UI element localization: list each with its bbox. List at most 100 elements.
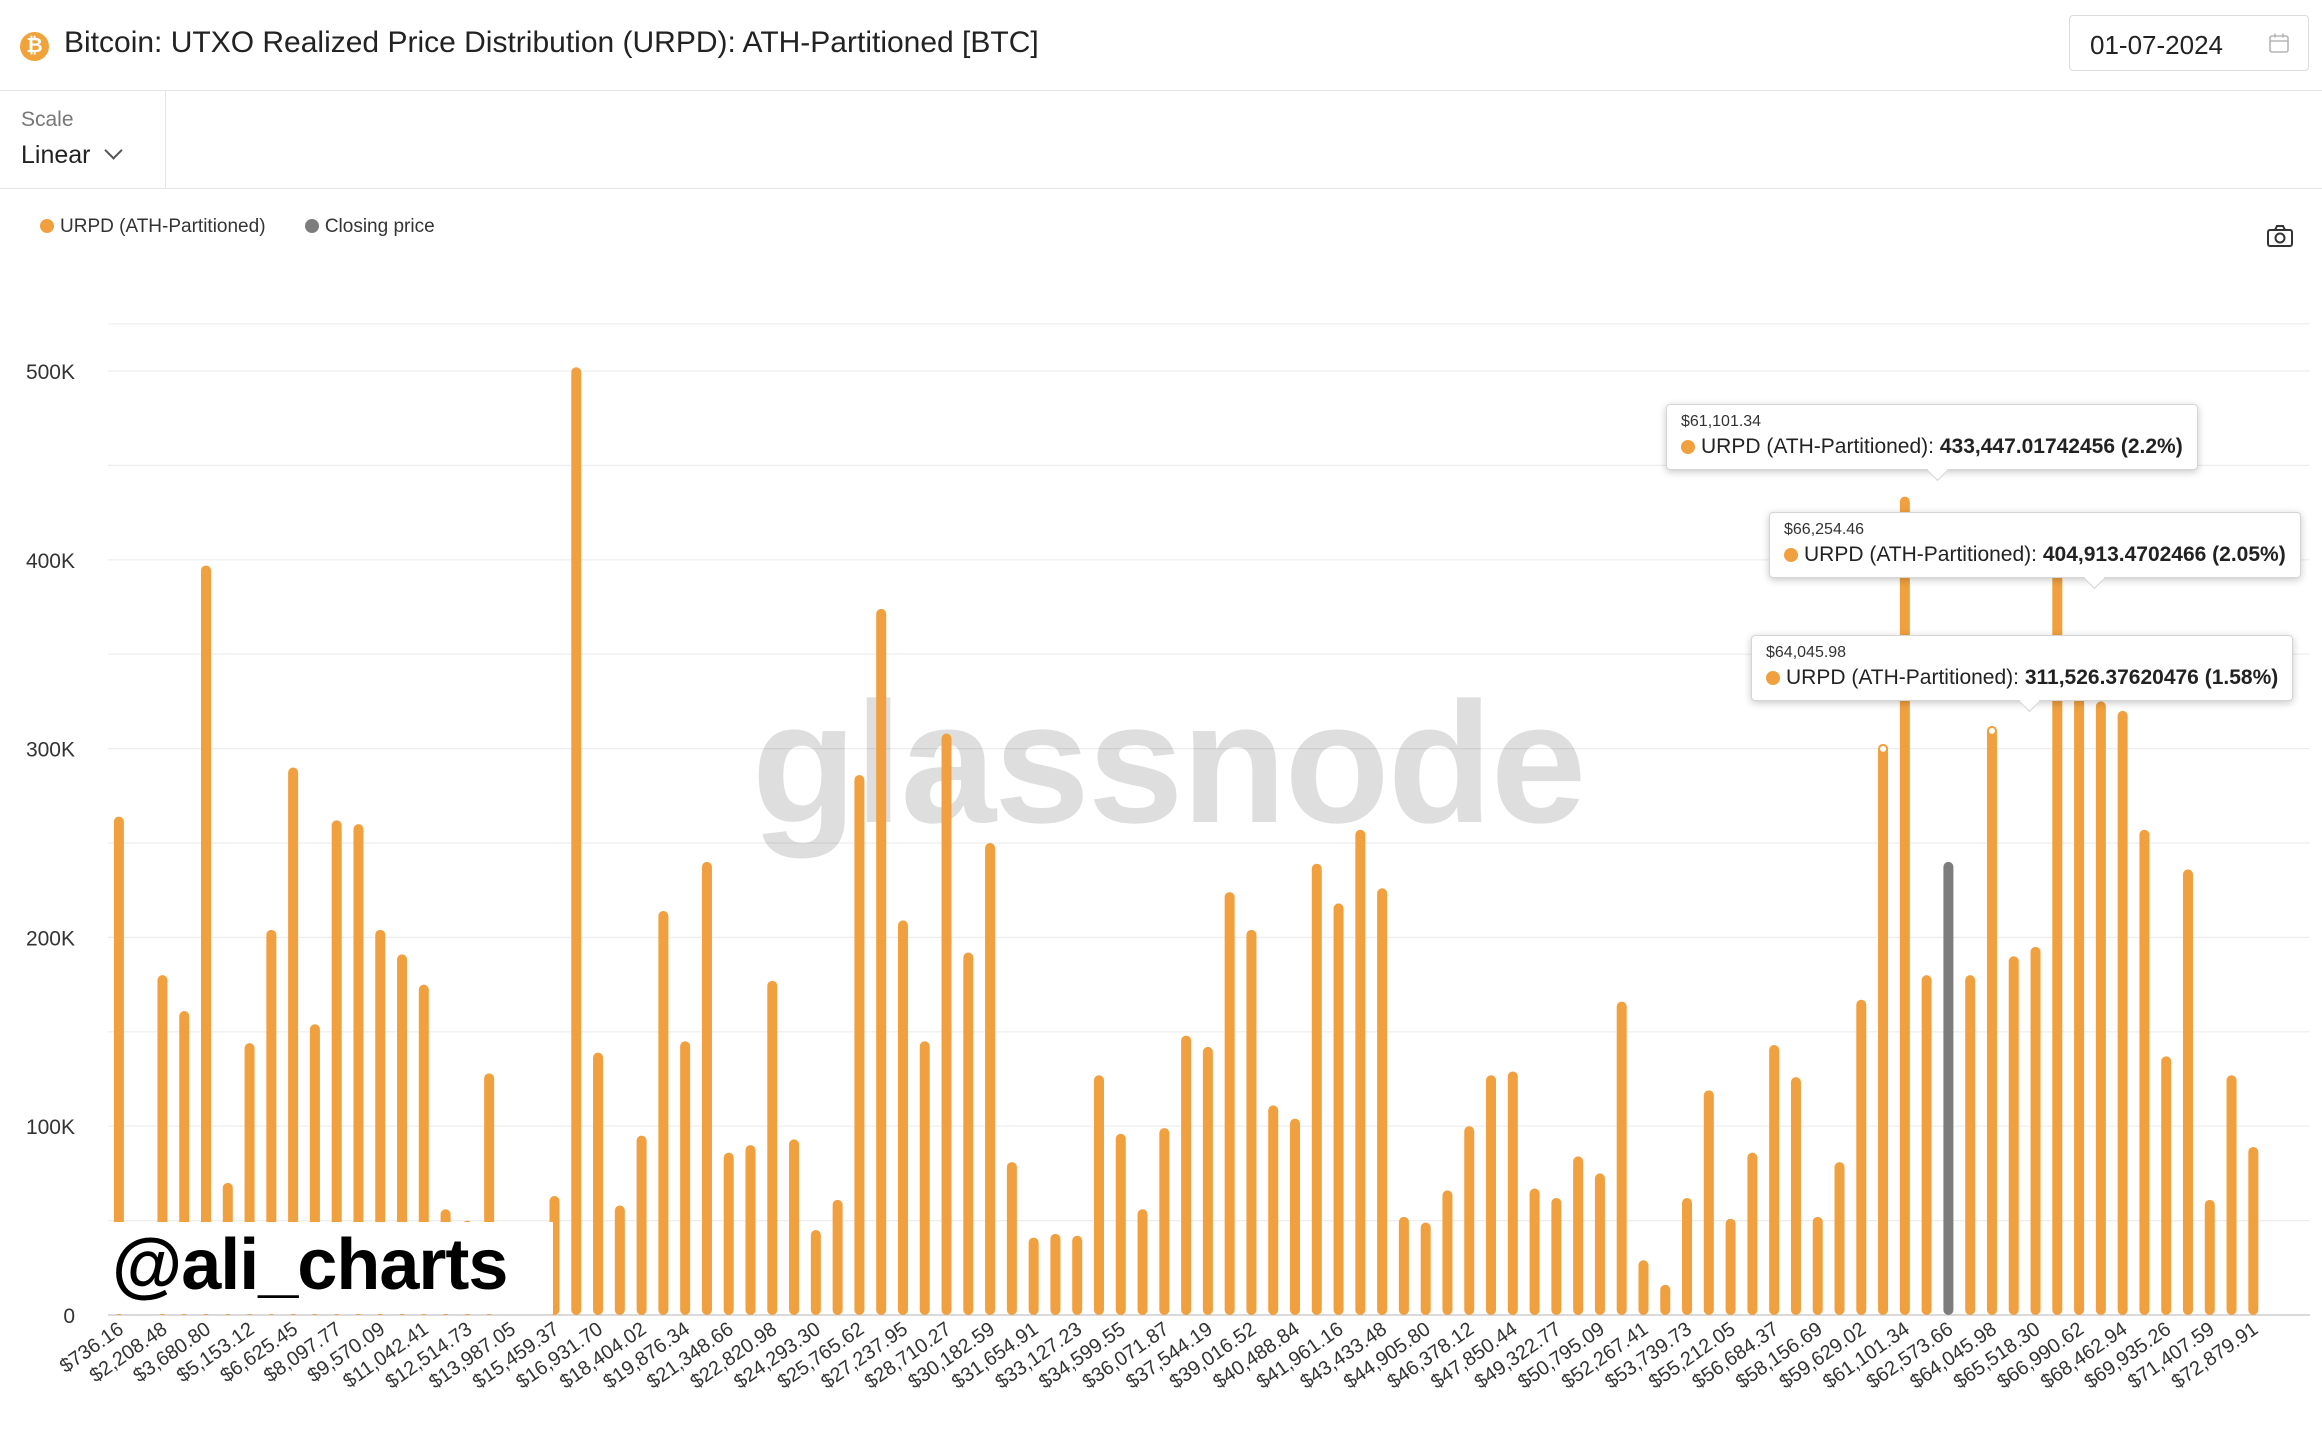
urpd-bar: [1747, 1152, 1758, 1315]
urpd-bar: [2074, 682, 2085, 1315]
urpd-bar: [1507, 1071, 1518, 1315]
legend-item-closing-price[interactable]: Closing price: [304, 216, 435, 238]
y-tick-label: 0: [63, 1305, 75, 1328]
urpd-bar: [1224, 892, 1235, 1315]
urpd-bar: [1072, 1235, 1083, 1315]
tooltip-price: $64,045.98: [1766, 644, 1847, 661]
urpd-bar: [1246, 929, 1257, 1315]
urpd-bar: [1682, 1197, 1693, 1315]
urpd-bar: [1486, 1075, 1497, 1315]
urpd-bar: [963, 952, 974, 1315]
urpd-bar: [1115, 1133, 1126, 1315]
tooltip-value: 404,913.4702466 (2.05%): [2042, 543, 2286, 566]
y-tick-label: 200K: [26, 927, 75, 950]
scale-value: Linear: [21, 141, 91, 169]
y-tick-label: 500K: [26, 361, 75, 384]
urpd-bar: [1965, 975, 1976, 1315]
legend-label-closing-price: Closing price: [324, 216, 435, 237]
urpd-bar: [1856, 999, 1867, 1315]
legend-item-urpd[interactable]: URPD (ATH-Partitioned): [40, 216, 266, 238]
urpd-bar: [1790, 1077, 1801, 1315]
urpd-bar: [1159, 1128, 1170, 1315]
urpd-bar: [1333, 903, 1344, 1315]
urpd-bar-chart: glassnode 0 100K 200K 300K 400K 500K $736.16$…: [26, 323, 2310, 1394]
tooltip-dot: [1766, 671, 1780, 685]
tooltip-dot: [1784, 548, 1798, 562]
tooltip-66254: $66,254.46 URPD (ATH-Partitioned): 404,9…: [1769, 512, 2301, 590]
urpd-bar: [767, 980, 778, 1315]
urpd-bar: [636, 1135, 647, 1315]
urpd-bar: [1573, 1156, 1584, 1315]
urpd-bar: [941, 733, 952, 1315]
urpd-bar: [1725, 1218, 1736, 1315]
urpd-bar: [2117, 710, 2128, 1315]
urpd-bar: [1812, 1216, 1823, 1315]
urpd-bar: [1834, 1162, 1845, 1315]
urpd-bar: [375, 929, 386, 1315]
urpd-bar: [2204, 1199, 2215, 1315]
urpd-bar: [1551, 1197, 1562, 1315]
legend-dot-closing-price: [304, 219, 319, 233]
date-picker[interactable]: 01-07-2024: [2069, 15, 2309, 71]
urpd-bar: [1398, 1216, 1409, 1315]
y-tick-label: 300K: [26, 739, 75, 762]
urpd-bar: [1660, 1284, 1671, 1315]
urpd-bar: [1137, 1209, 1148, 1315]
tooltip-dot: [1681, 440, 1695, 454]
chart-legend: URPD (ATH-Partitioned) Closing price: [40, 216, 469, 238]
tooltip-series: URPD (ATH-Partitioned):: [1804, 543, 2037, 566]
camera-icon[interactable]: [2266, 224, 2294, 248]
urpd-bar: [2052, 550, 2063, 1315]
legend-label-urpd: URPD (ATH-Partitioned): [60, 216, 266, 237]
handle-watermark-bg: [108, 1222, 553, 1314]
bitcoin-icon: ₿: [20, 32, 49, 61]
urpd-bar: [1050, 1233, 1061, 1315]
scale-label: Scale: [21, 108, 74, 131]
date-value: 01-07-2024: [2090, 30, 2223, 60]
urpd-bar: [810, 1230, 821, 1315]
tooltip-price: $66,254.46: [1784, 521, 1865, 538]
urpd-bar: [985, 843, 996, 1315]
urpd-bar: [876, 608, 887, 1315]
urpd-bar: [2161, 1056, 2172, 1315]
urpd-bar: [1616, 1001, 1627, 1315]
urpd-bar: [723, 1152, 734, 1315]
urpd-bar: [288, 767, 299, 1315]
chevron-down-icon: [103, 141, 123, 160]
urpd-bar: [614, 1205, 625, 1315]
urpd-bar: [1377, 888, 1388, 1315]
urpd-bar: [1529, 1188, 1540, 1315]
urpd-bar: [1986, 726, 1997, 1315]
urpd-bar: [745, 1145, 756, 1315]
tooltip-61101: $61,101.34 URPD (ATH-Partitioned): 433,4…: [1666, 404, 2198, 482]
urpd-bar: [680, 1041, 691, 1315]
y-tick-label: 400K: [26, 550, 75, 573]
urpd-bar: [854, 775, 865, 1315]
urpd-bar: [832, 1199, 843, 1315]
x-axis-ticks: $736.16$2,208.48$3,680.80$5,153.12$6,625…: [56, 1318, 2262, 1393]
y-axis-ticks: 0 100K 200K 300K 400K 500K: [26, 361, 75, 1328]
scale-dropdown[interactable]: Linear: [21, 141, 123, 170]
tooltip-marker: [1878, 743, 1889, 754]
urpd-bar: [2226, 1075, 2237, 1315]
urpd-bar: [1921, 975, 1932, 1315]
urpd-bar: [571, 367, 582, 1315]
urpd-bar: [919, 1041, 930, 1315]
tooltip-marker: [1986, 725, 1997, 736]
urpd-bar: [2095, 701, 2106, 1315]
urpd-bar: [2248, 1146, 2259, 1315]
calendar-icon: [2269, 33, 2289, 53]
header-bar: ₿ Bitcoin: UTXO Realized Price Distribut…: [0, 0, 2322, 91]
urpd-bar: [1268, 1105, 1279, 1315]
urpd-bar: [2182, 869, 2193, 1315]
page-title: Bitcoin: UTXO Realized Price Distributio…: [64, 26, 1039, 59]
urpd-bar: [1464, 1126, 1475, 1315]
urpd-bar: [2030, 946, 2041, 1315]
urpd-bar: [1442, 1190, 1453, 1315]
tooltip-series: URPD (ATH-Partitioned):: [1701, 435, 1934, 458]
tooltip-price: $61,101.34: [1681, 413, 1762, 430]
urpd-bar: [1028, 1237, 1039, 1315]
urpd-bar: [658, 910, 669, 1315]
urpd-bar: [1420, 1222, 1431, 1315]
handle-watermark: @ali_charts: [112, 1225, 508, 1305]
